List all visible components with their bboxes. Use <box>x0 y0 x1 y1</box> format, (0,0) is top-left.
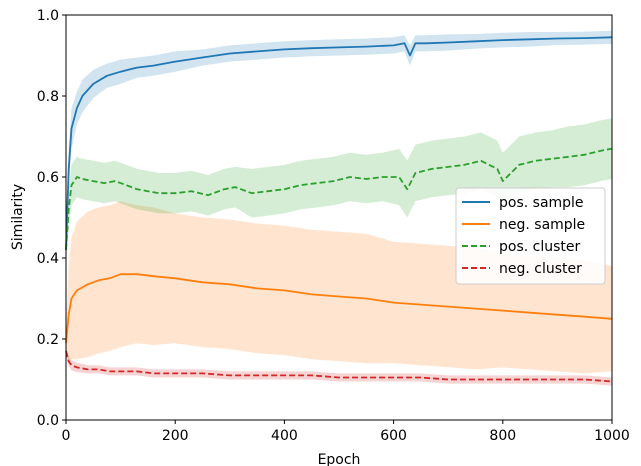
pos-sample-line <box>65 36 613 250</box>
y-tick-label: 0.6 <box>37 170 59 186</box>
y-tick-label: 1.0 <box>37 8 59 24</box>
neg-sample-band <box>66 201 612 374</box>
y-tick-label: 0.0 <box>37 413 59 429</box>
neg-cluster-line <box>65 350 613 383</box>
x-tick-label: 200 <box>162 428 189 444</box>
y-tick-label: 0.2 <box>37 332 59 348</box>
x-axis-ticks: 0 200 400 600 800 1000 <box>62 420 630 444</box>
x-tick-label: 800 <box>489 428 516 444</box>
x-tick-label: 1000 <box>594 428 630 444</box>
x-tick-label: 400 <box>271 428 298 444</box>
legend-label-neg-cluster: neg. cluster <box>499 261 582 277</box>
legend-label-pos-cluster: pos. cluster <box>499 239 581 255</box>
pos-cluster-line <box>65 147 613 250</box>
y-axis-ticks: 0.0 0.2 0.4 0.6 0.8 1.0 <box>37 8 66 429</box>
legend: pos. sample neg. sample pos. cluster neg. c… <box>455 187 606 285</box>
neg-cluster-band <box>66 347 612 386</box>
legend-label-pos-sample: pos. sample <box>499 195 584 211</box>
plot-area-frame <box>65 14 613 421</box>
legend-box <box>455 187 606 285</box>
pos-cluster-band <box>66 118 612 258</box>
y-tick-label: 0.4 <box>37 251 59 267</box>
neg-sample-line <box>65 273 613 344</box>
legend-label-neg-sample: neg. sample <box>499 217 585 233</box>
y-tick-label: 0.8 <box>37 89 59 105</box>
x-tick-label: 0 <box>62 428 71 444</box>
series-lines <box>65 36 613 383</box>
x-tick-label: 600 <box>380 428 407 444</box>
confidence-bands <box>66 30 612 386</box>
x-axis-label: Epoch <box>318 452 361 466</box>
y-axis-label: Similarity <box>10 184 26 250</box>
